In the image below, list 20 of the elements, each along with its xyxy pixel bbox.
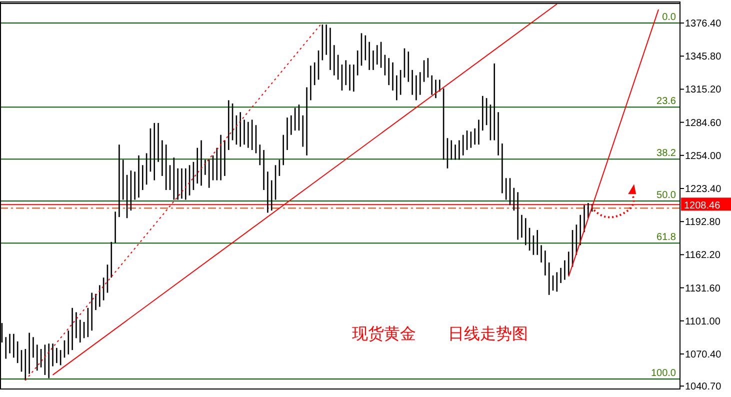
- annotation: 100.0: [650, 368, 676, 380]
- y-tick-label: 1223.40: [685, 184, 722, 195]
- annotation: 38.2: [656, 148, 676, 160]
- y-tick-label: 1284.60: [685, 118, 722, 129]
- annotation: 50.0: [656, 190, 676, 202]
- annotation: 23.6: [656, 96, 676, 108]
- y-tick-label: 1315.20: [685, 84, 722, 96]
- annotation: 0.0: [662, 12, 676, 24]
- ref-line-label: 1208.46: [684, 200, 721, 212]
- y-tick-label: 1070.40: [685, 349, 722, 360]
- annotation: 现货黄金 日线走势图: [352, 325, 528, 343]
- y-tick-label: 1345.80: [685, 52, 722, 63]
- y-tick-label: 1131.60: [685, 283, 721, 294]
- y-tick-label: 1192.80: [685, 217, 721, 228]
- y-tick-label: 1162.20: [685, 250, 721, 262]
- y-tick-label: 1254.00: [685, 150, 722, 162]
- annotation: 61.8: [656, 232, 676, 244]
- y-tick-label: 1376.40: [685, 18, 722, 30]
- y-tick-label: 1101.00: [685, 316, 721, 328]
- y-tick-label: 1040.70: [685, 382, 722, 393]
